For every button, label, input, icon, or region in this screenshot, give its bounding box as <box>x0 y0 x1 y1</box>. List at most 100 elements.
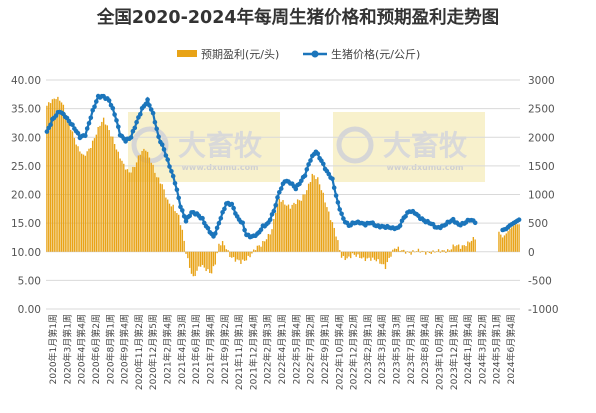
profit-bar <box>298 200 301 252</box>
x-tick-label: 2023年5月第3周 <box>391 314 403 384</box>
watermark-brand-0: 大畜牧 <box>178 129 263 162</box>
profit-bar <box>386 251 389 263</box>
price-point <box>271 208 277 214</box>
profit-bar <box>335 236 337 252</box>
profit-bar <box>419 251 421 253</box>
profit-bar <box>210 251 213 274</box>
price-point <box>174 187 180 193</box>
profit-bar <box>55 99 57 252</box>
profit-bar <box>423 251 425 252</box>
price-point <box>304 167 310 172</box>
right-tick-label: 2500 <box>528 104 555 116</box>
x-tick-label: 2023年3月第4周 <box>376 314 388 384</box>
profit-bar <box>403 249 405 252</box>
profit-bar <box>350 251 352 259</box>
profit-bar <box>59 100 61 252</box>
profit-bar <box>106 125 108 252</box>
price-point <box>161 147 167 152</box>
profit-bar <box>88 148 90 252</box>
profit-bar <box>174 211 176 252</box>
profit-bar <box>187 251 189 259</box>
profit-bar <box>135 162 138 252</box>
right-tick-label: -500 <box>528 275 552 287</box>
profit-bar <box>260 246 262 252</box>
profit-bar <box>198 251 200 267</box>
profit-bar <box>337 240 339 252</box>
profit-bar <box>443 250 445 252</box>
price-point <box>167 164 172 169</box>
profit-bar <box>231 251 233 258</box>
profit-bar <box>249 251 251 258</box>
profit-bar <box>172 204 174 252</box>
profit-bar <box>86 151 88 252</box>
price-point <box>132 125 138 131</box>
price-point <box>148 107 154 112</box>
profit-bar <box>317 177 319 252</box>
profit-bar <box>205 251 207 272</box>
x-tick-label: 2022年10月第4周 <box>333 314 345 390</box>
profit-bar <box>377 251 379 260</box>
profit-bar <box>415 251 418 252</box>
price-point <box>180 208 185 213</box>
price-point <box>222 206 227 212</box>
profit-bar <box>256 245 259 252</box>
price-point <box>75 130 81 136</box>
price-point <box>134 119 139 125</box>
price-point <box>44 129 50 134</box>
profit-bar <box>243 251 246 261</box>
profit-bar <box>511 227 513 252</box>
profit-bar <box>436 251 438 252</box>
x-tick-label: 2022年12月第2周 <box>348 314 360 390</box>
profit-bar <box>207 251 209 270</box>
profit-bar <box>267 234 270 252</box>
price-point <box>293 186 299 192</box>
profit-bar <box>234 251 237 262</box>
profit-bar <box>242 251 244 260</box>
price-point <box>147 103 152 108</box>
profit-bar <box>232 251 235 258</box>
profit-bar <box>368 251 370 258</box>
profit-bar <box>269 234 271 252</box>
profit-bar <box>190 251 193 274</box>
profit-bars <box>46 96 520 277</box>
profit-bar <box>342 251 345 256</box>
price-point <box>218 216 224 221</box>
profit-bar <box>75 144 77 252</box>
profit-bar <box>146 151 149 252</box>
profit-bar <box>348 251 350 257</box>
profit-bar <box>48 102 50 252</box>
profit-bar <box>366 251 368 259</box>
profit-bar <box>296 199 299 252</box>
x-tick-label: 2021年2月第4周 <box>162 314 174 384</box>
profit-bar <box>507 231 509 252</box>
profit-bar <box>285 205 288 252</box>
profit-bar <box>141 150 143 252</box>
profit-bar <box>62 104 65 252</box>
profit-bar <box>390 251 392 257</box>
price-point <box>214 225 220 231</box>
profit-bar <box>177 214 180 252</box>
profit-bar <box>163 189 165 252</box>
price-point <box>92 104 97 110</box>
profit-bar <box>370 251 372 261</box>
profit-bar <box>278 198 281 252</box>
profit-bar <box>117 151 119 252</box>
price-point <box>330 176 335 182</box>
x-tick-label: 2021年11月第1周 <box>233 314 245 390</box>
profit-bar <box>181 229 184 252</box>
profit-bar <box>300 200 302 252</box>
left-tick-label: 20.00 <box>11 190 41 202</box>
profit-bar <box>264 241 266 252</box>
profit-bar <box>229 251 231 258</box>
profit-bar <box>156 177 158 252</box>
profit-bar <box>302 194 304 252</box>
left-tick-label: 15.00 <box>11 218 41 230</box>
profit-bar <box>375 251 378 262</box>
profit-bar <box>516 224 518 252</box>
x-tick-label: 2022年9月第1周 <box>319 314 331 384</box>
right-tick-label: 3000 <box>528 75 555 87</box>
right-tick-label: 500 <box>528 218 548 230</box>
price-point <box>308 158 313 163</box>
x-tick-label: 2021年6月第1周 <box>190 314 202 384</box>
profit-bar <box>143 148 145 252</box>
